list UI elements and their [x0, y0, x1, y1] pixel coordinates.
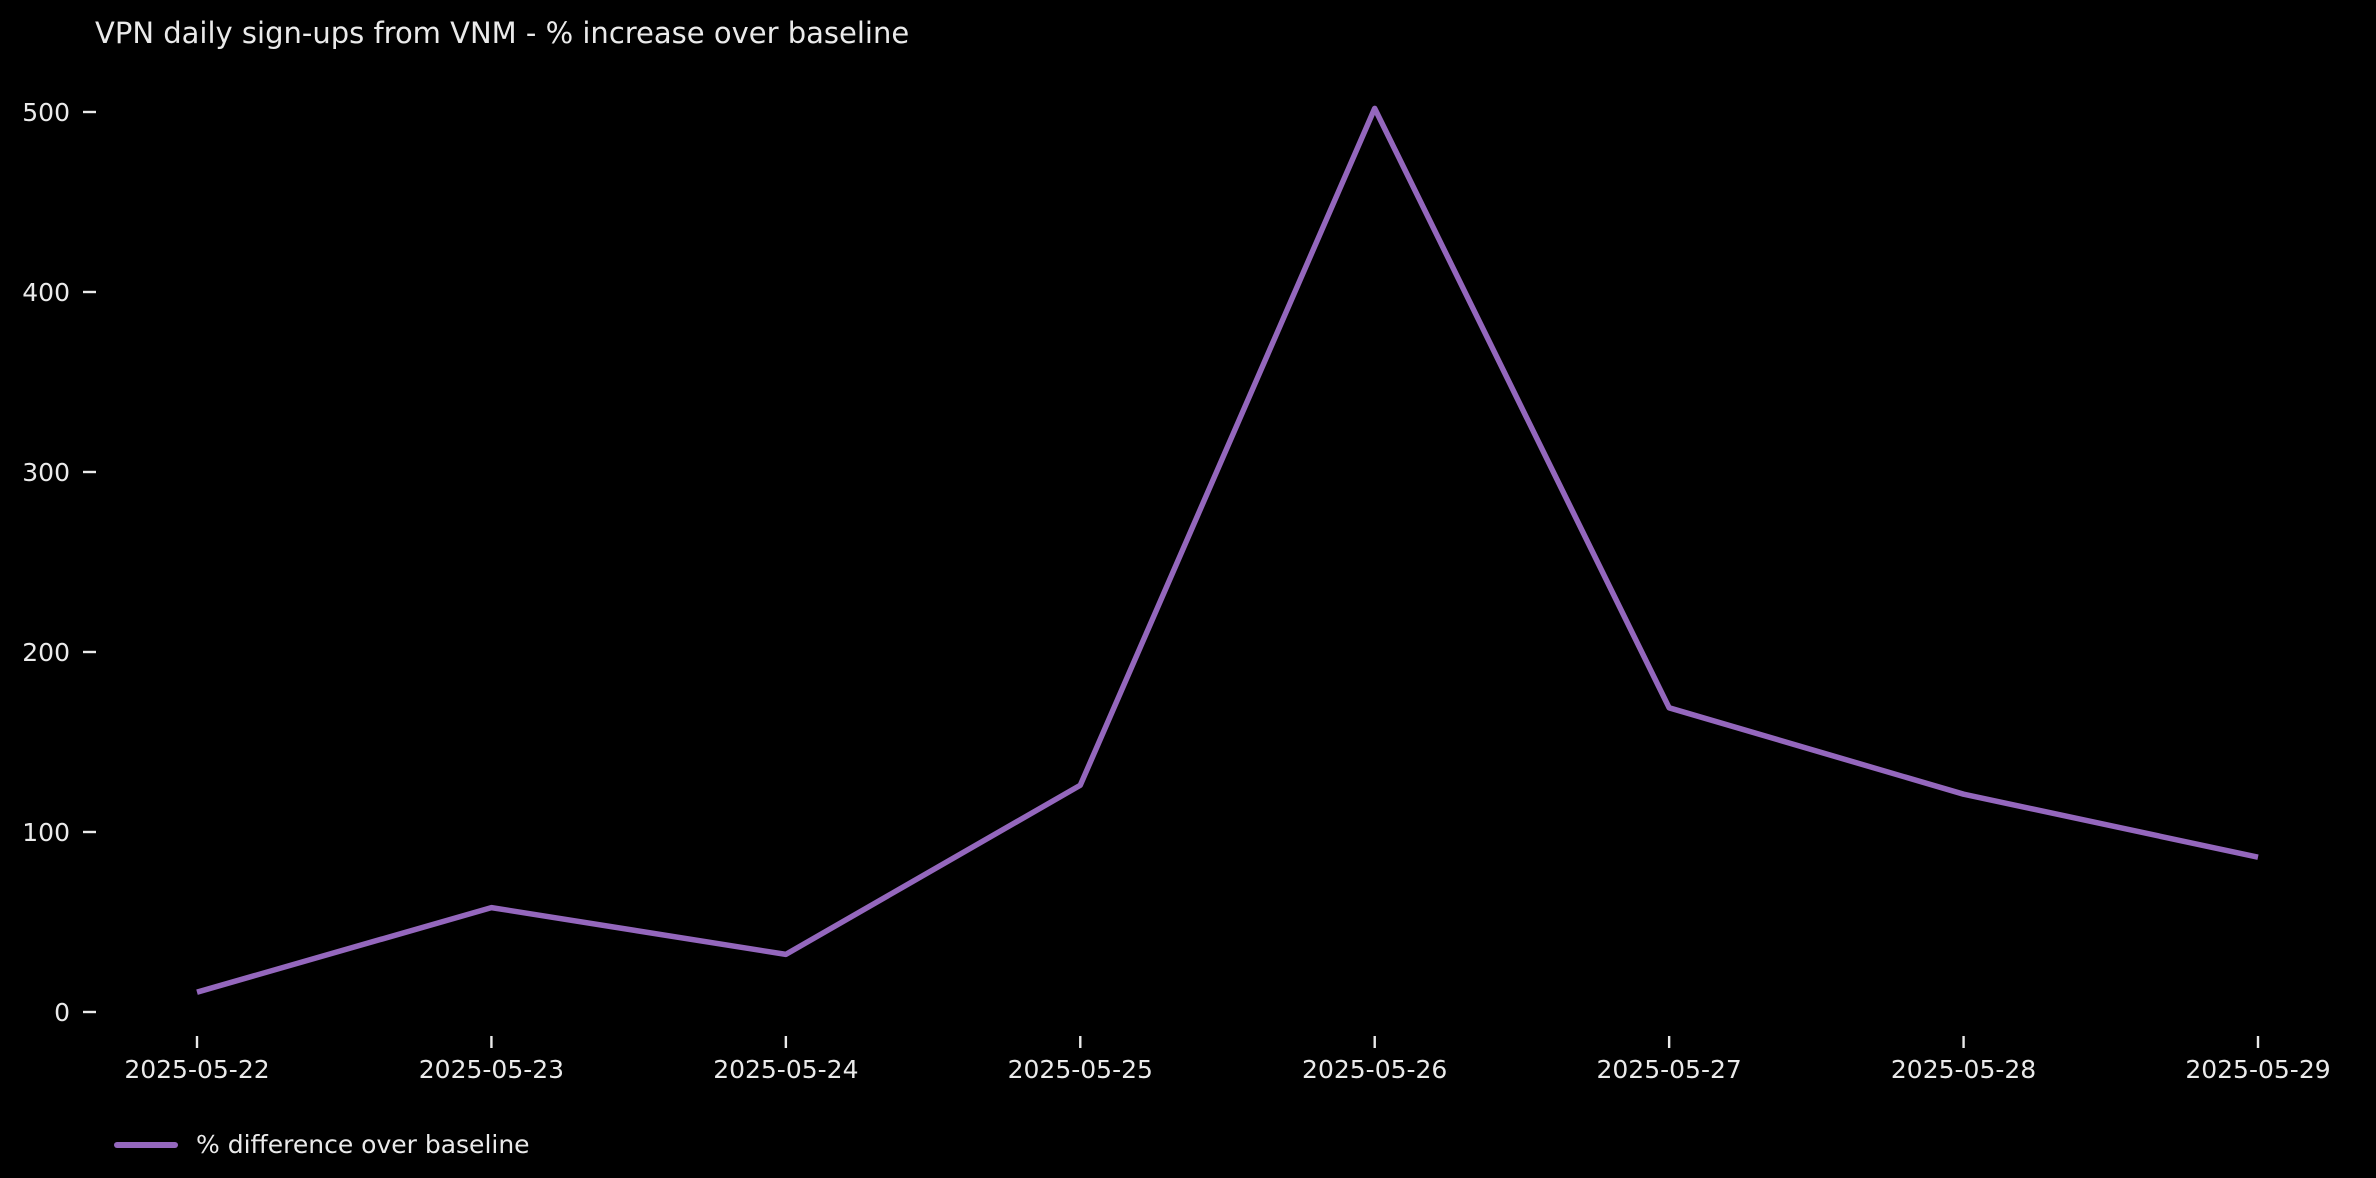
chart-title: VPN daily sign-ups from VNM - % increase… — [95, 16, 910, 50]
x-tick-label: 2025-05-25 — [1007, 1055, 1153, 1084]
y-tick-label: 100 — [22, 817, 70, 847]
x-tick-label: 2025-05-23 — [418, 1055, 565, 1084]
x-tick-label: 2025-05-22 — [124, 1055, 270, 1084]
y-tick-label: 400 — [22, 277, 70, 307]
x-tick-label: 2025-05-29 — [2185, 1055, 2331, 1084]
x-tick-label: 2025-05-27 — [1596, 1055, 1742, 1084]
y-tick-label: 0 — [54, 997, 70, 1027]
x-tick-label: 2025-05-24 — [713, 1055, 859, 1084]
y-tick-label: 300 — [22, 457, 70, 487]
legend: % difference over baseline — [114, 1130, 530, 1159]
legend-line-swatch — [114, 1141, 178, 1148]
data-line — [196, 105, 2259, 995]
legend-label: % difference over baseline — [196, 1130, 530, 1159]
x-tick-label: 2025-05-26 — [1302, 1055, 1448, 1084]
y-tick-label: 500 — [22, 97, 70, 127]
x-tick-label: 2025-05-28 — [1890, 1055, 2037, 1084]
y-tick-label: 200 — [22, 637, 70, 667]
